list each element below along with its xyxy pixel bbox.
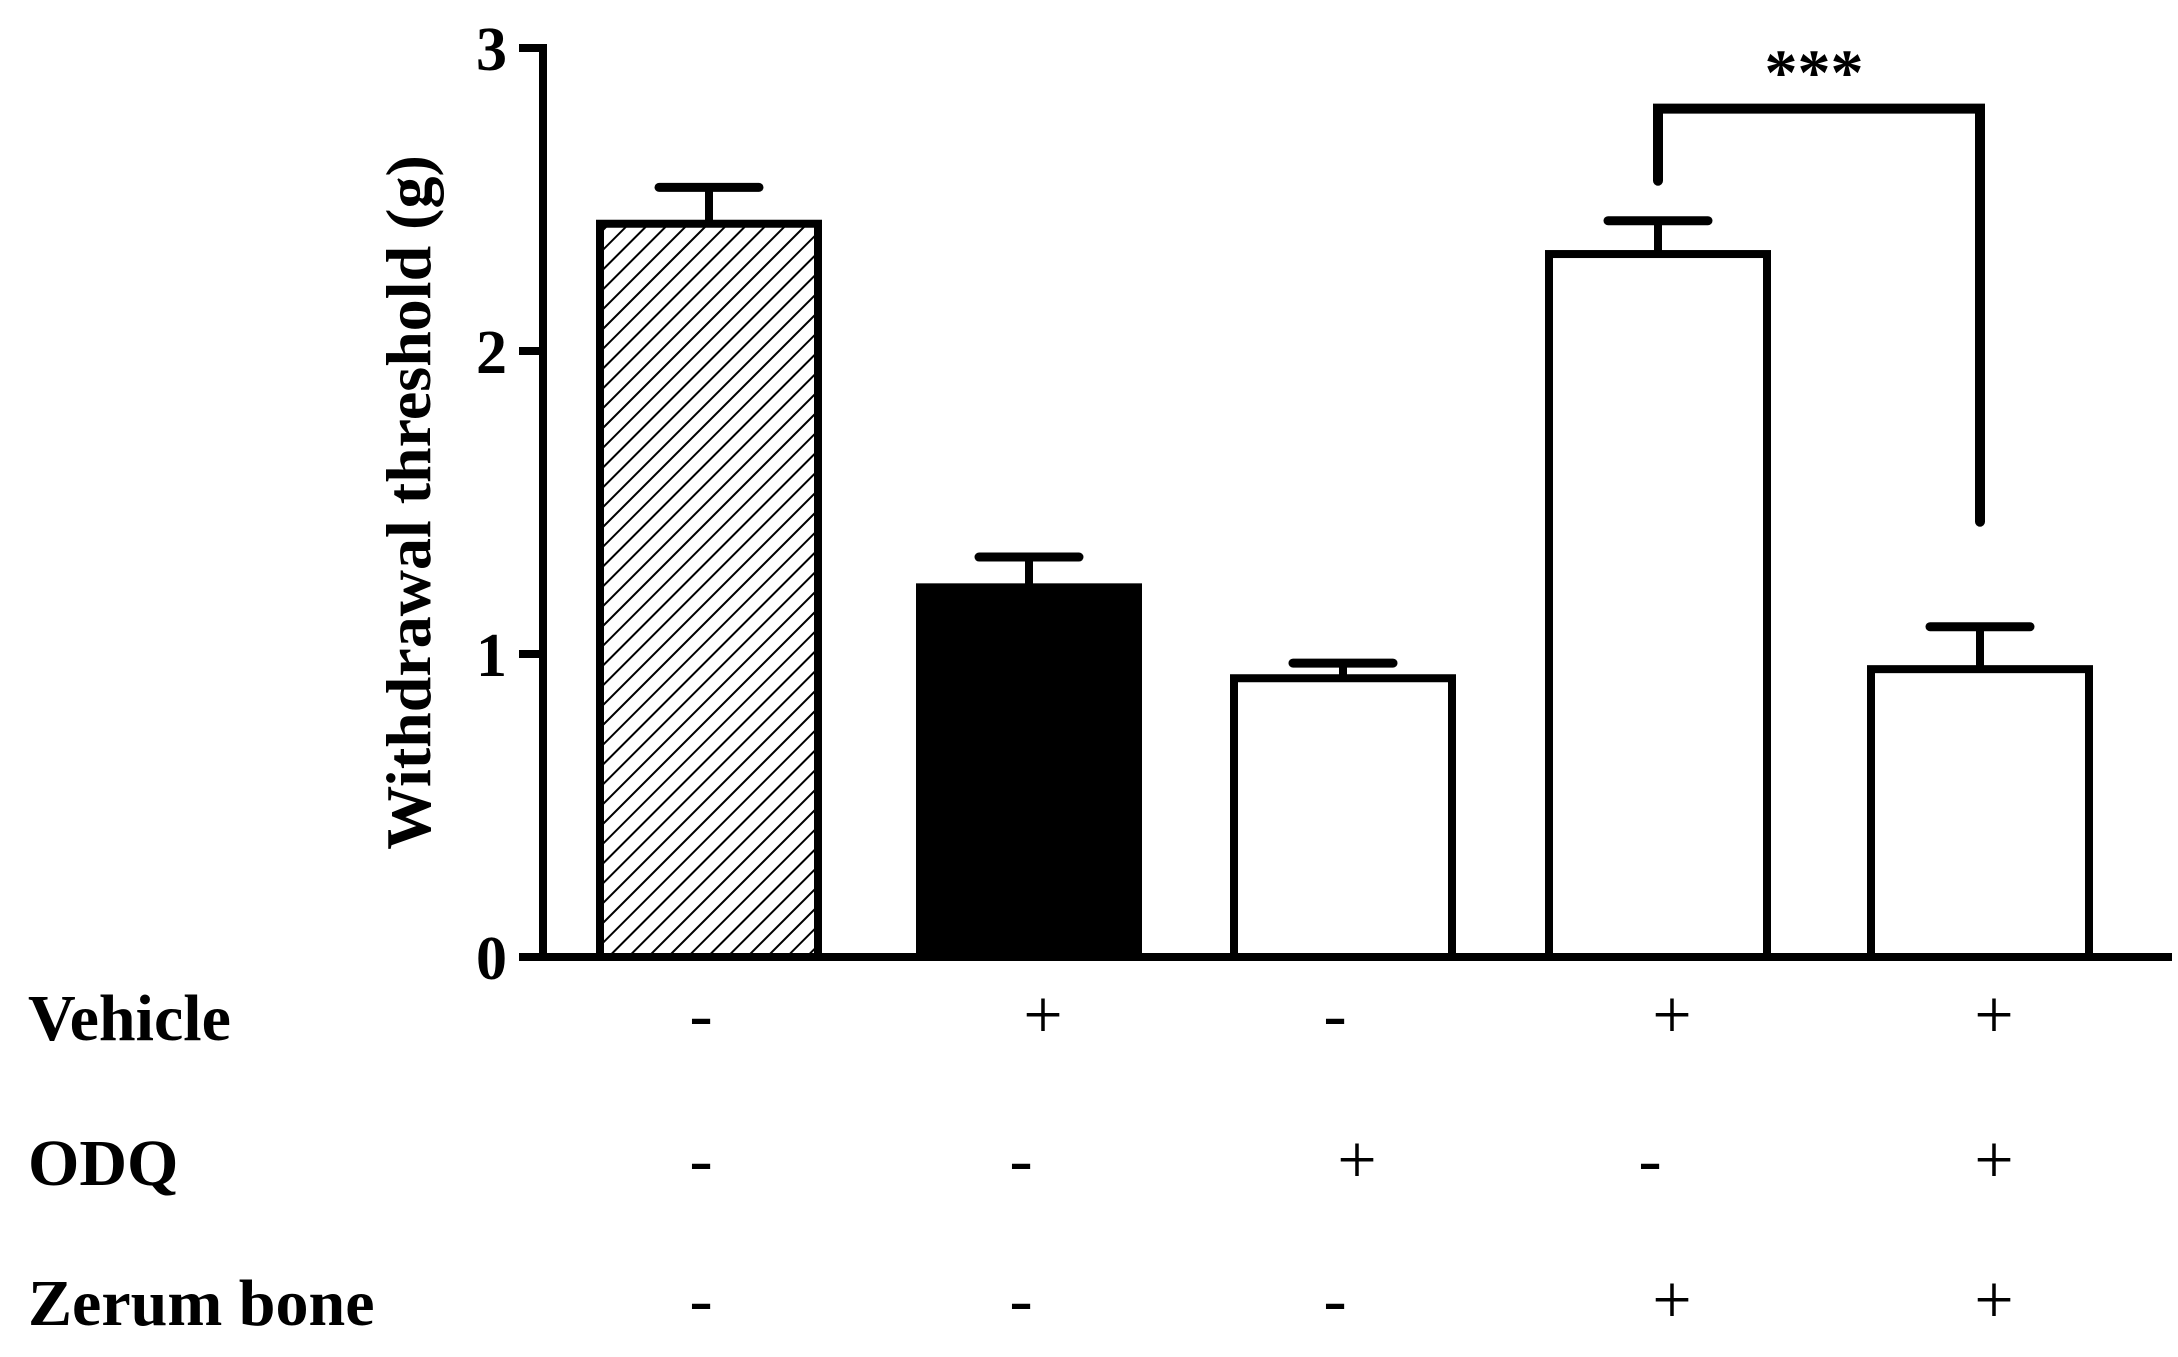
significance-bracket: [1653, 103, 1985, 527]
treatment-sign: -: [1323, 977, 1346, 1054]
treatment-sign: +: [1652, 977, 1691, 1054]
treatment-sign: +: [1974, 1262, 2013, 1339]
treatment-sign: -: [689, 977, 712, 1054]
treatment-row-label: ODQ: [28, 1127, 178, 1200]
bar: [1230, 674, 1456, 961]
treatment-sign: -: [689, 1122, 712, 1199]
treatment-sign: +: [1974, 1122, 2013, 1199]
treatment-sign: -: [1323, 1262, 1346, 1339]
treatment-sign: +: [1652, 1262, 1691, 1339]
treatment-sign: -: [1638, 1122, 1661, 1199]
y-tick-label: 0: [476, 925, 507, 993]
bar: [596, 219, 822, 962]
y-tick-label: 3: [476, 16, 507, 84]
treatment-sign: +: [1337, 1122, 1376, 1199]
treatment-row-label: Vehicle: [28, 982, 231, 1055]
treatment-row-label: Zerum bone: [28, 1267, 375, 1340]
treatment-sign: -: [1009, 1262, 1032, 1339]
y-axis-title: Withdrawal threshold (g): [373, 155, 444, 850]
bar: [1867, 665, 2093, 962]
y-tick-label: 1: [476, 622, 507, 690]
bar: [1545, 250, 1771, 962]
treatment-sign: -: [1009, 1122, 1032, 1199]
y-tick-label: 2: [476, 319, 507, 387]
bar: [916, 583, 1142, 962]
treatment-sign: +: [1023, 977, 1062, 1054]
treatment-sign: +: [1974, 977, 2013, 1054]
significance-label: ***: [1765, 37, 1864, 110]
treatment-sign: -: [689, 1262, 712, 1339]
